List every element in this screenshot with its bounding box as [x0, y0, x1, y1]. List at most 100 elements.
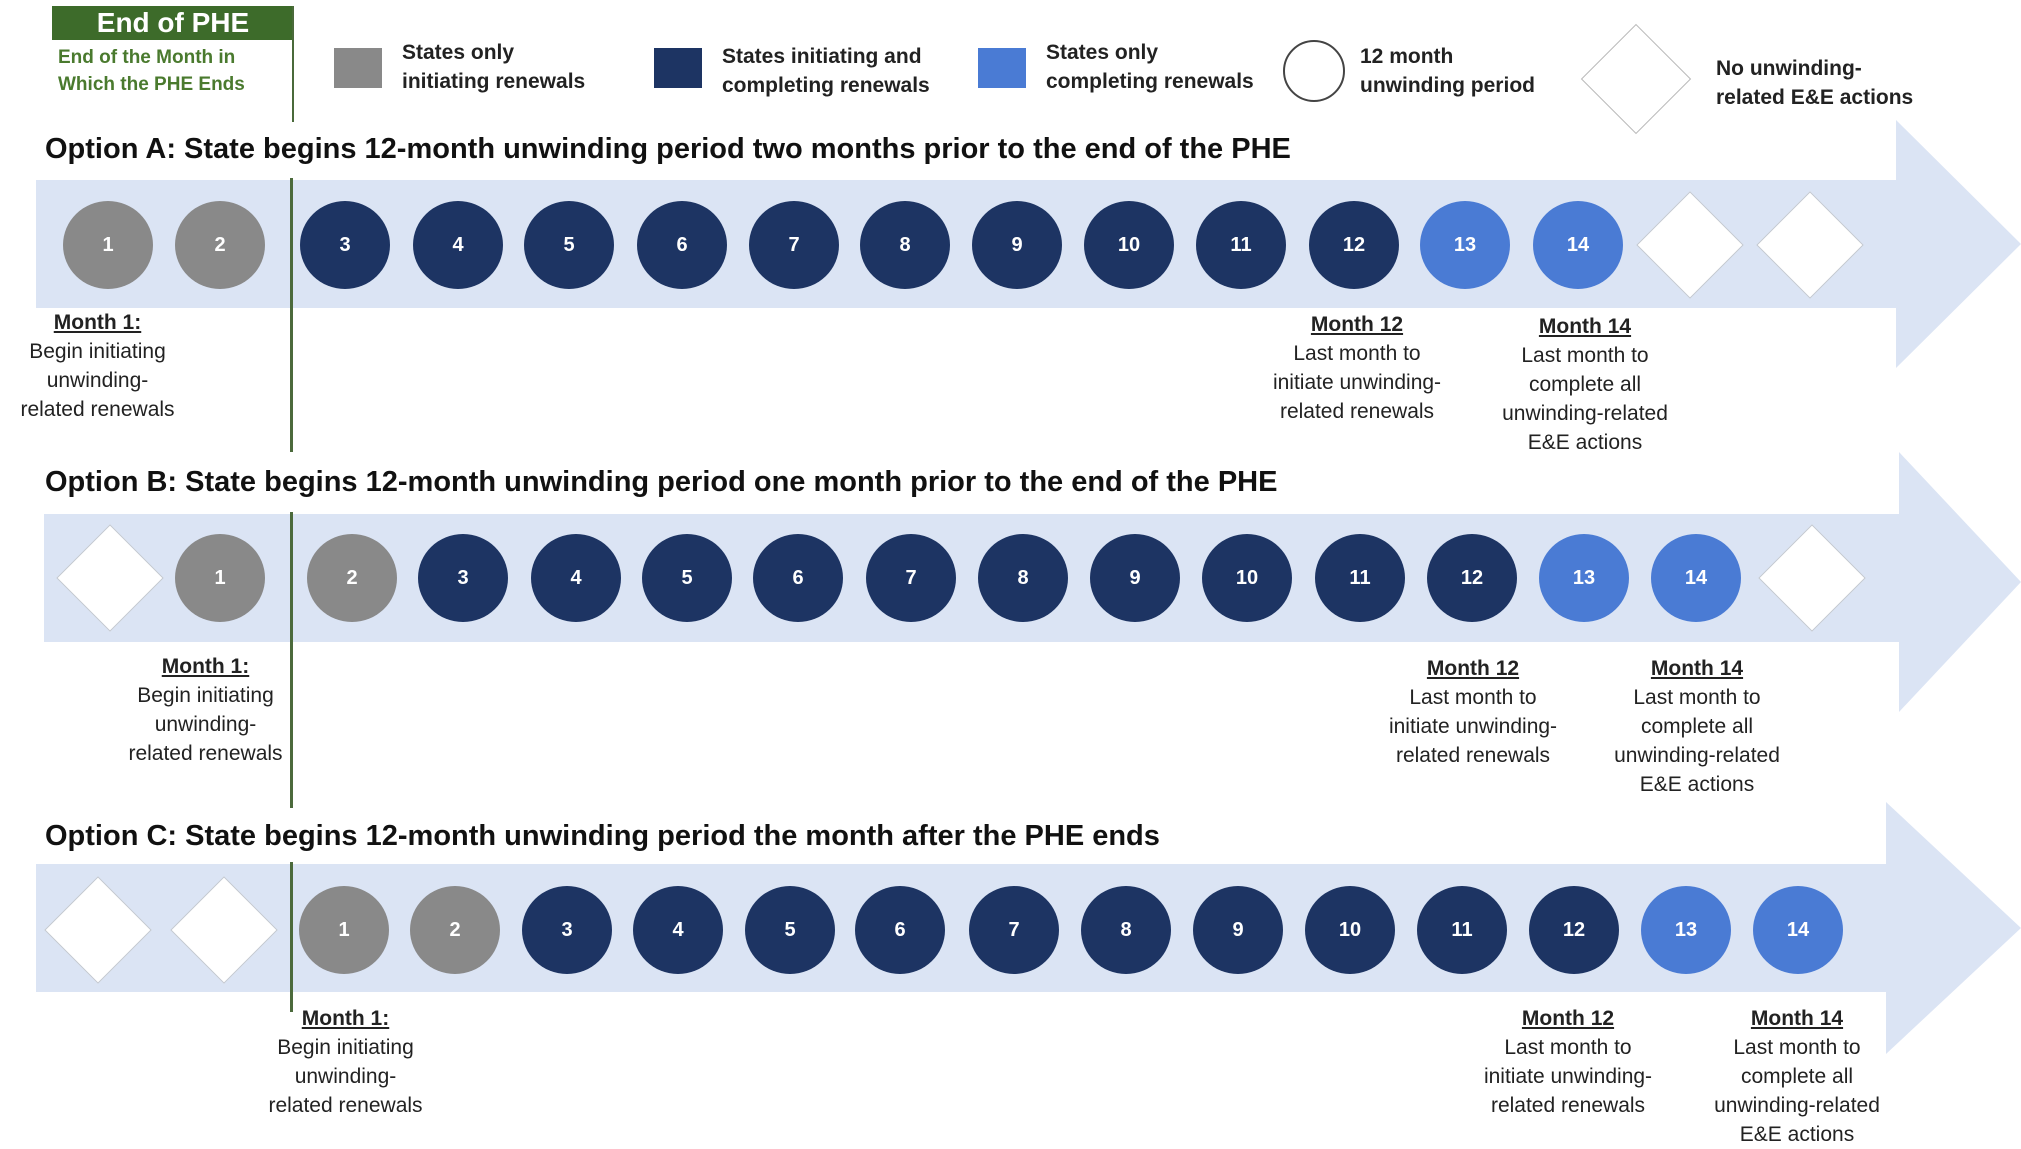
month-circle: 2 [175, 201, 265, 289]
option-b-month12-l3: related renewals [1395, 744, 1551, 767]
option-a-month12-head: Month 12 [1310, 313, 1404, 336]
option-b-phe-line [290, 512, 293, 808]
month-circle: 8 [1081, 886, 1171, 974]
legend-diamond-icon [1580, 23, 1692, 135]
month-circle: 9 [1090, 534, 1180, 622]
option-c-month14-l2: complete all [1740, 1065, 1854, 1088]
option-c-month12-l1: Last month to [1504, 1036, 1632, 1059]
option-c-month12-l3: related renewals [1490, 1094, 1646, 1117]
month-circle: 3 [300, 201, 390, 289]
month-circle: 10 [1084, 201, 1174, 289]
option-c-month1-note: Month 1: Begin initiating unwinding- rel… [248, 1004, 443, 1120]
option-b-month14-head: Month 14 [1650, 657, 1744, 680]
month-circle: 6 [855, 886, 945, 974]
legend-circle-line-2: unwinding period [1360, 74, 1535, 97]
legend-circle-text: 12 month unwinding period [1360, 42, 1535, 100]
month-circle: 5 [524, 201, 614, 289]
option-a-month14-note: Month 14 Last month to complete all unwi… [1480, 312, 1690, 457]
legend-light-line-1: States only [1046, 41, 1159, 64]
month-circle: 4 [413, 201, 503, 289]
month-circle: 5 [745, 886, 835, 974]
option-c-month12-l2: initiate unwinding- [1483, 1065, 1653, 1088]
month-circle: 2 [410, 886, 500, 974]
month-circle: 8 [860, 201, 950, 289]
option-a-month14-l2: complete all [1528, 373, 1642, 396]
option-a-month14-l1: Last month to [1521, 344, 1649, 367]
legend-grey-line-2: initiating renewals [402, 70, 586, 93]
legend-dark-line-2: completing renewals [722, 74, 930, 97]
month-circle: 10 [1305, 886, 1395, 974]
legend-light-swatch [978, 48, 1026, 88]
month-circle: 1 [63, 201, 153, 289]
month-circle: 9 [972, 201, 1062, 289]
option-b-month1-l3: related renewals [128, 742, 283, 765]
legend-dark-swatch [654, 48, 702, 88]
option-a-month1-l2: unwinding- [46, 369, 149, 392]
end-of-phe-subtitle: End of the Month in Which the PHE Ends [58, 44, 296, 98]
option-a-month1-l3: related renewals [20, 398, 175, 421]
option-a-month12-l1: Last month to [1293, 342, 1421, 365]
month-circle: 7 [749, 201, 839, 289]
month-circle: 3 [522, 886, 612, 974]
option-c-month1-head: Month 1: [301, 1007, 390, 1030]
month-circle: 14 [1533, 201, 1623, 289]
option-c-phe-line [290, 862, 293, 1012]
option-b-month14-l3: unwinding-related [1614, 744, 1780, 767]
month-circle: 12 [1309, 201, 1399, 289]
month-circle: 11 [1315, 534, 1405, 622]
phe-subtitle-line-2: Which the PHE Ends [58, 74, 245, 95]
month-circle: 6 [753, 534, 843, 622]
option-c-month14-l3: unwinding-related [1714, 1094, 1880, 1117]
month-circle: 13 [1641, 886, 1731, 974]
option-b-month1-note: Month 1: Begin initiating unwinding- rel… [108, 652, 303, 768]
month-circle: 10 [1202, 534, 1292, 622]
option-c-month14-head: Month 14 [1750, 1007, 1844, 1030]
month-circle: 7 [866, 534, 956, 622]
option-b-month12-head: Month 12 [1426, 657, 1520, 680]
month-circle: 13 [1420, 201, 1510, 289]
legend-light-line-2: completing renewals [1046, 70, 1254, 93]
option-c-title: Option C: State begins 12-month unwindin… [45, 820, 1160, 852]
option-c-month14-note: Month 14 Last month to complete all unwi… [1692, 1004, 1902, 1149]
end-of-phe-label: End of PHE [52, 6, 294, 40]
month-circle: 5 [642, 534, 732, 622]
option-a-month12-note: Month 12 Last month to initiate unwindin… [1252, 310, 1462, 426]
option-b-month1-head: Month 1: [161, 655, 250, 678]
option-b-month14-note: Month 14 Last month to complete all unwi… [1592, 654, 1802, 799]
option-b-title: Option B: State begins 12-month unwindin… [45, 466, 1278, 498]
option-a-title: Option A: State begins 12-month unwindin… [45, 133, 1291, 165]
option-b-month1-l2: unwinding- [154, 713, 257, 736]
option-a-month1-note: Month 1: Begin initiating unwinding- rel… [0, 308, 195, 424]
month-circle: 4 [633, 886, 723, 974]
month-circle: 14 [1753, 886, 1843, 974]
option-a-month12-l3: related renewals [1279, 400, 1435, 423]
month-circle: 8 [978, 534, 1068, 622]
option-c-month14-l1: Last month to [1733, 1036, 1861, 1059]
option-c-month1-l1: Begin initiating [277, 1036, 414, 1059]
month-circle: 11 [1417, 886, 1507, 974]
legend-grey-text: States only initiating renewals [402, 38, 585, 96]
option-b-month12-l2: initiate unwinding- [1388, 715, 1558, 738]
option-a-month14-l4: E&E actions [1527, 431, 1643, 454]
option-c-month14-l4: E&E actions [1739, 1123, 1855, 1146]
month-circle: 1 [299, 886, 389, 974]
month-circle: 13 [1539, 534, 1629, 622]
option-b-month14-l2: complete all [1640, 715, 1754, 738]
option-c-month12-head: Month 12 [1521, 1007, 1615, 1030]
month-circle: 4 [531, 534, 621, 622]
legend-diamond-line-1: No unwinding- [1716, 57, 1862, 80]
month-circle: 6 [637, 201, 727, 289]
option-b-month14-l1: Last month to [1633, 686, 1761, 709]
legend-circle-line-1: 12 month [1360, 45, 1454, 68]
month-circle: 3 [418, 534, 508, 622]
option-b-month1-l1: Begin initiating [137, 684, 274, 707]
month-circle: 11 [1196, 201, 1286, 289]
option-a-phe-line [290, 178, 293, 452]
month-circle: 7 [969, 886, 1059, 974]
legend-dark-line-1: States initiating and [722, 45, 922, 68]
legend-grey-line-1: States only [402, 41, 515, 64]
month-circle: 9 [1193, 886, 1283, 974]
option-a-month1-l1: Begin initiating [29, 340, 166, 363]
month-circle: 2 [307, 534, 397, 622]
legend-circle-icon [1283, 40, 1345, 102]
